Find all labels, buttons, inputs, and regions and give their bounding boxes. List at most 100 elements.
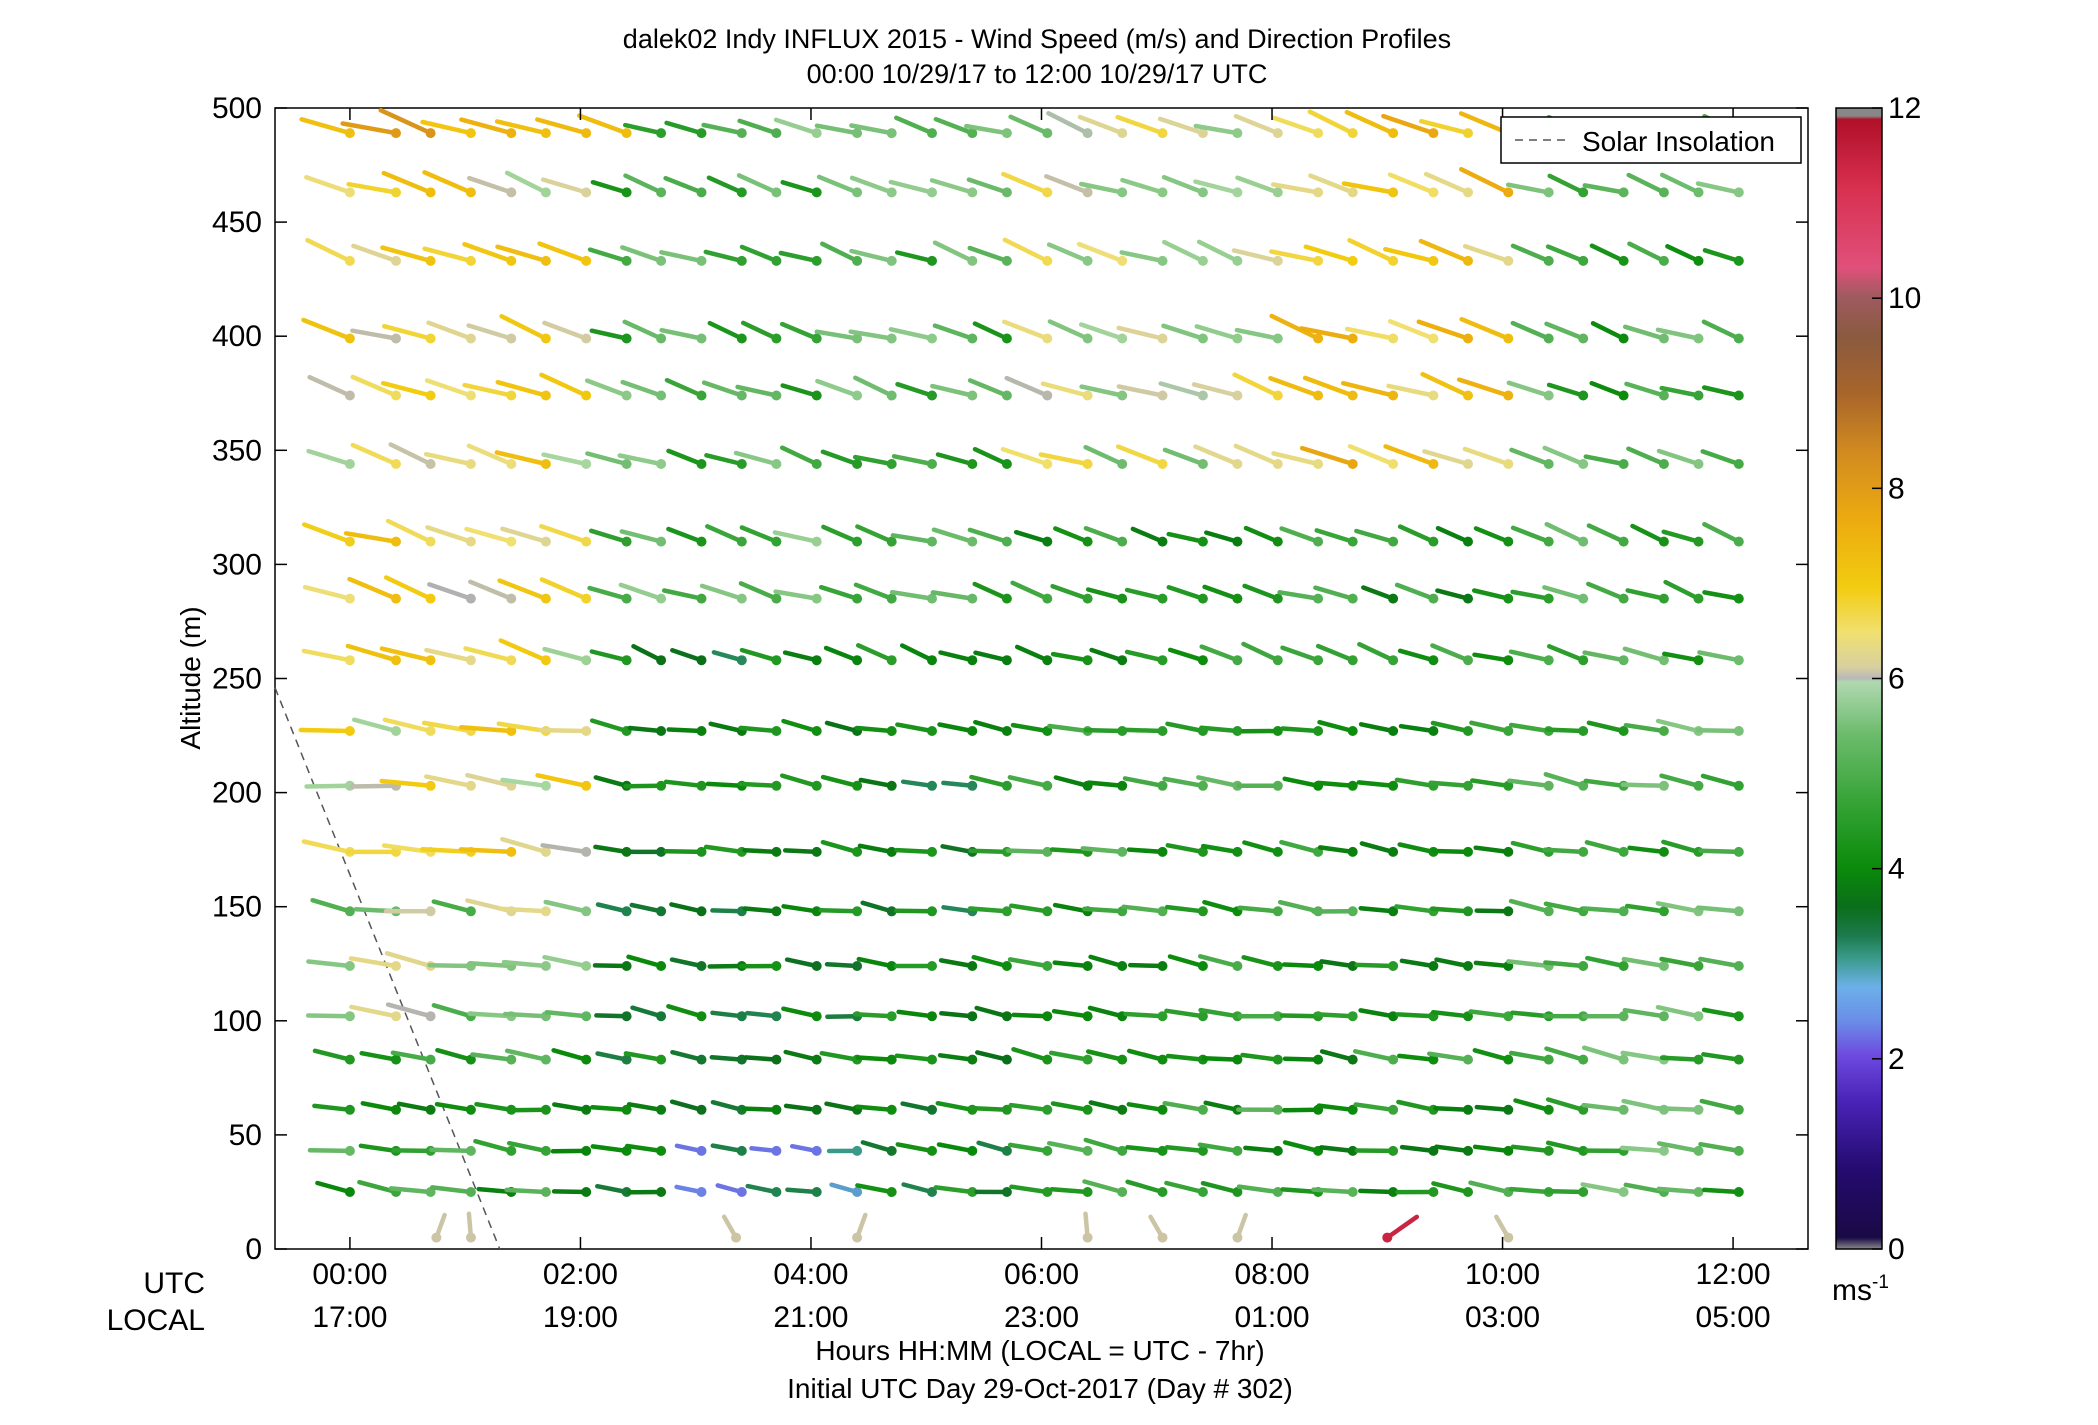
- wind-vector: [431, 1003, 474, 1019]
- wind-vector-head: [1197, 187, 1208, 198]
- wind-vector: [495, 379, 549, 398]
- wind-vector-head: [736, 1145, 747, 1156]
- wind-vector: [1627, 845, 1667, 855]
- wind-vector: [424, 774, 474, 789]
- wind-vector-head: [967, 255, 978, 266]
- wind-vector-head: [696, 1187, 707, 1197]
- wind-vector: [1243, 1145, 1281, 1154]
- wind-vector-head: [1578, 961, 1589, 971]
- wind-vector: [1462, 243, 1511, 264]
- wind-vector: [1078, 322, 1125, 341]
- wind-vector-head: [344, 390, 355, 401]
- wind-vector-head: [1503, 780, 1514, 791]
- wind-vector: [1122, 776, 1165, 789]
- wind-vector-head: [771, 593, 782, 604]
- wind-vector-head: [1157, 906, 1168, 917]
- wind-vector-head: [886, 1054, 897, 1065]
- wind-vector: [1047, 723, 1090, 734]
- wind-vector-head: [1503, 846, 1514, 857]
- y-axis: 0 50 100 150 200 250 300 350 400 450 500: [212, 92, 1808, 1266]
- wind-vector: [1542, 585, 1586, 601]
- wind-vector-head: [506, 1054, 517, 1065]
- wind-vector: [1399, 1144, 1436, 1154]
- wind-vector-head: [1463, 846, 1473, 857]
- wind-vector-head: [656, 655, 667, 666]
- wind-vector: [1659, 385, 1701, 398]
- wind-vector: [1157, 116, 1206, 136]
- wind-vector-head: [1272, 187, 1283, 198]
- wind-vector: [1620, 1050, 1667, 1062]
- wind-vector-head: [696, 1011, 707, 1022]
- wind-vector: [1281, 962, 1321, 969]
- wind-vector-head: [1347, 593, 1358, 604]
- wind-vector: [967, 378, 1010, 398]
- wind-vector: [889, 589, 935, 601]
- wind-vector-head: [1388, 536, 1399, 547]
- wind-vector: [664, 377, 704, 398]
- wind-vector-head: [771, 1054, 782, 1065]
- wind-vector-head: [506, 333, 517, 344]
- wind-vector: [1007, 957, 1050, 969]
- wind-vector: [783, 1049, 819, 1062]
- wind-vector-head: [1157, 128, 1168, 139]
- wind-vector-head: [771, 1011, 782, 1022]
- wind-vector: [849, 248, 894, 264]
- wind-vector-head: [1388, 846, 1399, 857]
- wind-vector-head: [811, 536, 822, 547]
- wind-vector-head: [696, 593, 707, 604]
- wind-vector: [1397, 524, 1436, 544]
- wind-vector: [539, 577, 589, 601]
- wind-vector: [1123, 727, 1165, 734]
- wind-vector-head: [1347, 1104, 1358, 1115]
- wind-vector: [1001, 171, 1050, 195]
- wind-vector: [1627, 241, 1667, 264]
- wind-vector-head: [1347, 726, 1358, 736]
- wind-vector-head: [967, 333, 978, 344]
- wind-vector: [590, 1104, 629, 1113]
- wind-vector: [542, 646, 589, 663]
- wind-vector-head: [344, 459, 355, 469]
- wind-vector-head: [425, 906, 436, 917]
- wind-vector-head: [1272, 961, 1283, 971]
- wind-vector-head: [811, 593, 822, 604]
- wind-vector: [350, 328, 399, 341]
- wind-vector-head: [1578, 333, 1589, 344]
- wind-vector-head: [1463, 655, 1473, 666]
- wind-vector-head: [1347, 780, 1358, 791]
- wind-vector-head: [344, 1145, 355, 1156]
- wind-vector-head: [621, 536, 632, 547]
- wind-vector: [705, 524, 745, 544]
- wind-vector-head: [1042, 906, 1053, 917]
- wind-vector: [664, 120, 704, 136]
- wind-vector-head: [1082, 1145, 1093, 1156]
- wind-vector: [1167, 647, 1206, 663]
- wind-vector: [1085, 587, 1125, 601]
- wind-vector-head: [1157, 961, 1168, 971]
- wind-vector: [1396, 1099, 1436, 1113]
- wind-vector-head: [1313, 536, 1324, 547]
- wind-vector-head: [1117, 536, 1128, 547]
- wind-vector: [1277, 590, 1321, 601]
- wind-vector: [585, 451, 629, 467]
- colorbar-ticks: 0 2 4 6 8 10 12: [1872, 92, 1921, 1266]
- wind-vector: [1038, 452, 1090, 467]
- wind-vector-head: [1082, 1187, 1093, 1197]
- wind-vector: [1354, 528, 1396, 544]
- chart-subtitle: 00:00 10/29/17 to 12:00 10/29/17 UTC: [807, 59, 1268, 89]
- wind-vector: [385, 1002, 433, 1019]
- wind-vector: [459, 117, 514, 136]
- wind-vector: [739, 244, 779, 264]
- wind-vector: [359, 1050, 399, 1062]
- wind-vector-head: [344, 1187, 355, 1197]
- wind-vector-head: [465, 459, 476, 469]
- wind-vector-head: [1232, 333, 1243, 344]
- wind-vector: [301, 317, 353, 341]
- wind-vector: [1659, 773, 1701, 789]
- wind-vector-head: [1578, 1145, 1589, 1156]
- wind-vector-head: [1042, 1011, 1053, 1022]
- wind-vector-head: [1693, 1145, 1704, 1156]
- wind-vector: [855, 524, 894, 544]
- wind-vector-head: [852, 1145, 863, 1156]
- wind-vector: [973, 719, 1010, 734]
- wind-vector: [1347, 444, 1396, 467]
